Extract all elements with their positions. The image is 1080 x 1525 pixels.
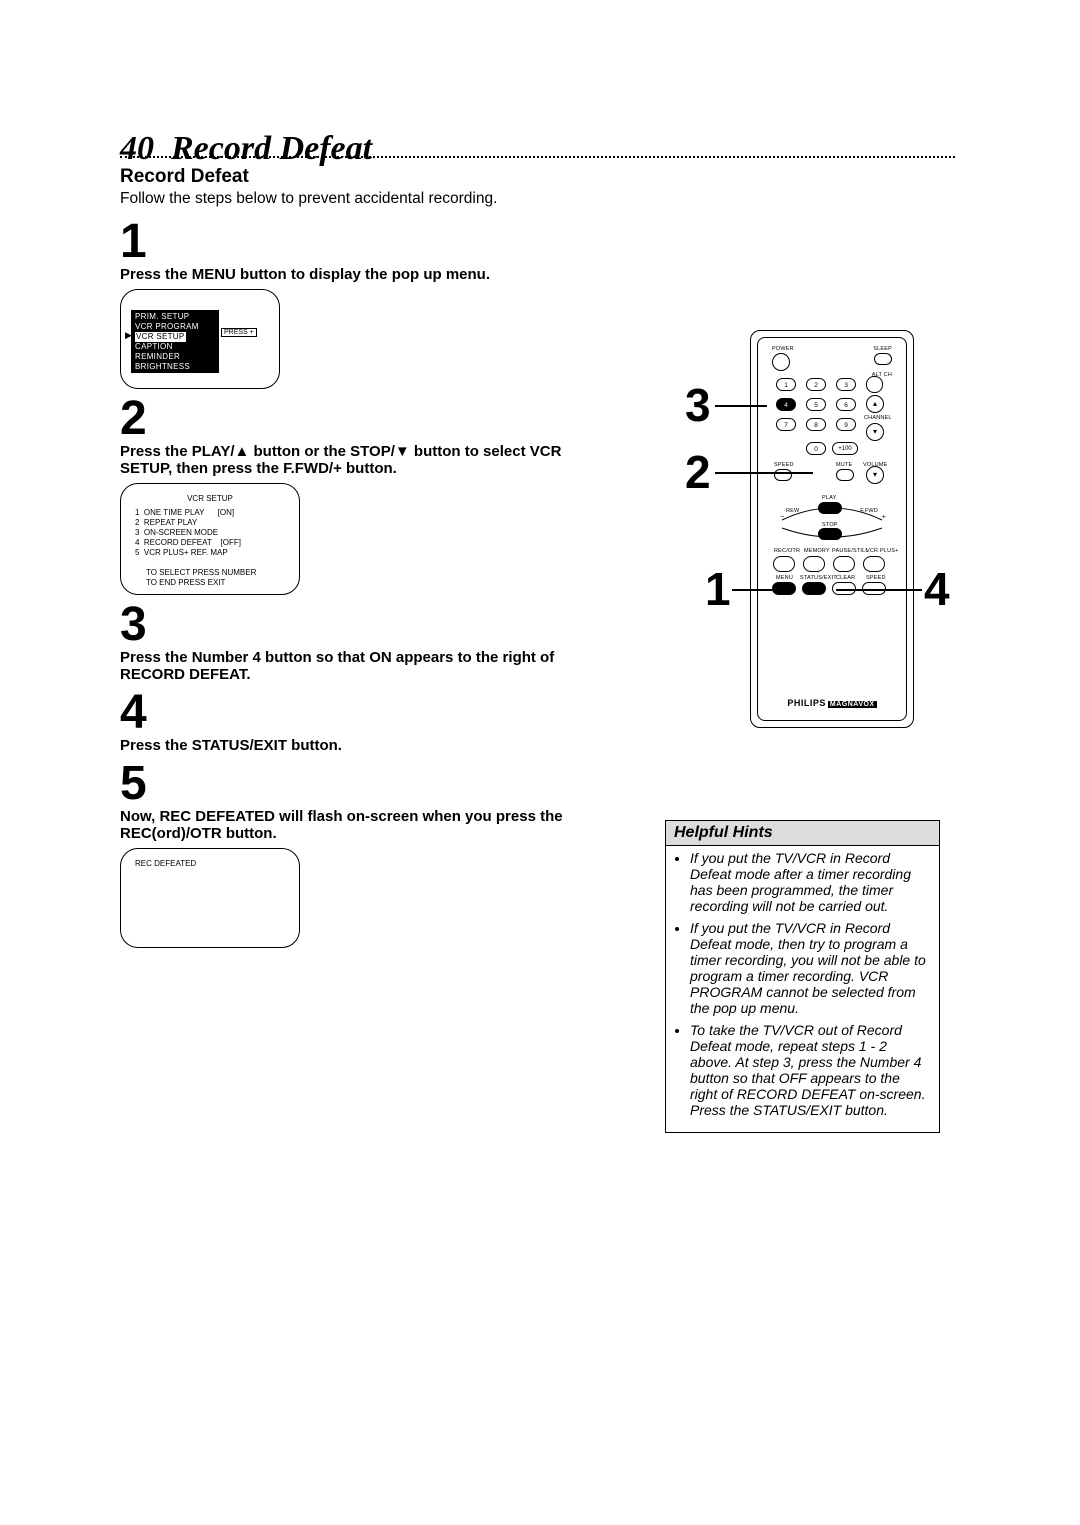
remote-control: POWER SLEEP ALT CH 1 2 3 4 5 6 ▴ CHANNEL… [750, 330, 914, 728]
page-title-text: Record Defeat [171, 130, 372, 167]
hint-item: If you put the TV/VCR in Record Defeat m… [690, 850, 929, 914]
page: 40 Record Defeat Record Defeat Follow th… [120, 130, 955, 948]
step-5-number: 5 [120, 760, 575, 808]
mute-button[interactable] [836, 469, 854, 481]
play-button[interactable] [818, 502, 842, 514]
num-6-button[interactable]: 6 [836, 398, 856, 411]
popup-menu: PRIM. SETUP VCR PROGRAM VCR SETUP CAPTIO… [131, 310, 219, 373]
memory-button[interactable] [803, 556, 825, 572]
rec-defeated-text: REC DEFEATED [135, 859, 196, 868]
stop-button[interactable] [818, 528, 842, 540]
channel-down-button[interactable]: ▾ [866, 423, 884, 441]
brand-logo: PHILIPSMAGNAVOX [758, 698, 906, 708]
section-heading: Record Defeat [120, 166, 955, 188]
hint-item: If you put the TV/VCR in Record Defeat m… [690, 920, 929, 1016]
minus-label: − [780, 514, 784, 521]
menu-button[interactable] [772, 582, 796, 595]
power-label: POWER [772, 346, 794, 352]
left-column: 1 Press the MENU button to display the p… [120, 218, 575, 948]
callout-3: 3 [685, 382, 711, 428]
altch-button[interactable] [866, 376, 883, 393]
vcrplus-label: VCR PLUS+ [866, 548, 899, 554]
pausestill-button[interactable] [833, 556, 855, 572]
statusexit-button[interactable] [802, 582, 826, 595]
clear-label: CLEAR [836, 575, 855, 581]
pausestill-label: PAUSE/STILL [832, 548, 869, 554]
plus100-button[interactable]: +100 [832, 442, 858, 455]
selection-arrow-icon: ▶ [125, 330, 132, 341]
channel-up-button[interactable]: ▴ [866, 395, 884, 413]
tv-screen-menu: PRIM. SETUP VCR PROGRAM VCR SETUP CAPTIO… [120, 289, 280, 389]
page-title: 40 Record Defeat [120, 130, 955, 168]
callout-2: 2 [685, 449, 711, 495]
step-1-number: 1 [120, 218, 575, 266]
helpful-hints-body: If you put the TV/VCR in Record Defeat m… [666, 846, 939, 1132]
num-0-button[interactable]: 0 [806, 442, 826, 455]
step-3-text: Press the Number 4 button so that ON app… [120, 649, 575, 683]
power-button[interactable] [772, 353, 790, 371]
step-1-text: Press the MENU button to display the pop… [120, 266, 575, 283]
speed-button[interactable] [774, 469, 792, 481]
hint-item: To take the TV/VCR out of Record Defeat … [690, 1022, 929, 1118]
num-2-button[interactable]: 2 [806, 378, 826, 391]
num-8-button[interactable]: 8 [806, 418, 826, 431]
num-9-button[interactable]: 9 [836, 418, 856, 431]
callout-2-line [715, 472, 813, 474]
speed2-label: SPEED [866, 575, 886, 581]
play-label: PLAY [822, 495, 836, 501]
num-1-button[interactable]: 1 [776, 378, 796, 391]
rew-label: REW [786, 508, 799, 514]
memory-label: MEMORY [804, 548, 830, 554]
callout-1-line [732, 589, 774, 591]
helpful-hints-title: Helpful Hints [666, 821, 939, 846]
tv-screen-rec-defeated: REC DEFEATED [120, 848, 300, 948]
intro-text: Follow the steps below to prevent accide… [120, 190, 955, 208]
mute-label: MUTE [836, 462, 852, 468]
callout-1: 1 [705, 566, 731, 612]
step-2-text: Press the PLAY/▲ button or the STOP/▼ bu… [120, 443, 575, 477]
menu-label: MENU [776, 575, 793, 581]
sleep-label: SLEEP [873, 346, 892, 352]
vcr-setup-title: VCR SETUP [135, 494, 285, 504]
helpful-hints-box: Helpful Hints If you put the TV/VCR in R… [665, 820, 940, 1133]
press-plus-indicator: PRESS + [221, 328, 257, 337]
recotr-label: REC/OTR [774, 548, 800, 554]
step-3-number: 3 [120, 601, 575, 649]
step-4-text: Press the STATUS/EXIT button. [120, 737, 575, 754]
speed-label: SPEED [774, 462, 794, 468]
step-5-text: Now, REC DEFEATED will flash on-screen w… [120, 808, 575, 842]
callout-3-line [715, 405, 767, 407]
vcrplus-button[interactable] [863, 556, 885, 572]
sleep-button[interactable] [874, 353, 892, 365]
num-4-button[interactable]: 4 [776, 398, 796, 411]
page-number: 40 [120, 130, 154, 167]
channel-label: CHANNEL [864, 415, 892, 421]
recotr-button[interactable] [773, 556, 795, 572]
volume-button[interactable]: ▾ [866, 466, 884, 484]
step-4-number: 4 [120, 689, 575, 737]
ffwd-label: F.FWD [860, 508, 878, 514]
callout-4: 4 [924, 566, 950, 612]
plus-label: + [882, 514, 886, 521]
tv-screen-vcr-setup: VCR SETUP1 ONE TIME PLAY [ON] 2 REPEAT P… [120, 483, 300, 595]
remote-inner: POWER SLEEP ALT CH 1 2 3 4 5 6 ▴ CHANNEL… [757, 337, 907, 721]
num-5-button[interactable]: 5 [806, 398, 826, 411]
num-3-button[interactable]: 3 [836, 378, 856, 391]
callout-4-line [836, 589, 922, 591]
statusexit-label: STATUS/EXIT [800, 575, 837, 581]
step-2-number: 2 [120, 395, 575, 443]
num-7-button[interactable]: 7 [776, 418, 796, 431]
